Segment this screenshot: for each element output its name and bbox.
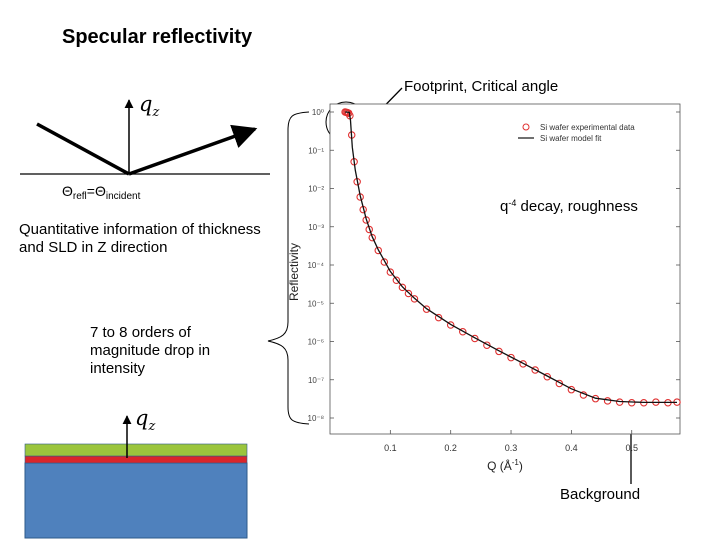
substrate-layer bbox=[24, 462, 248, 539]
data-point bbox=[627, 399, 636, 407]
fit-series bbox=[345, 111, 677, 404]
x-tick-label: 0.3 bbox=[505, 443, 518, 453]
plot-frame bbox=[329, 103, 681, 435]
orders-brace bbox=[267, 111, 310, 425]
background-label: Background bbox=[560, 486, 641, 503]
legend-label-data: Si wafer experimental data bbox=[540, 123, 635, 132]
y-tick-label: 10⁻⁴ bbox=[307, 261, 324, 270]
fit-line bbox=[345, 111, 677, 404]
y-axis-label: Reflectivity bbox=[287, 243, 301, 301]
y-tick-label: 10⁻⁸ bbox=[308, 414, 325, 423]
data-point bbox=[392, 276, 401, 284]
legend: Si wafer experimental data Si wafer mode… bbox=[518, 123, 635, 143]
data-point bbox=[531, 366, 539, 374]
y-tick-label: 10⁻³ bbox=[308, 223, 324, 232]
data-point bbox=[368, 233, 376, 242]
y-tick-label: 10⁻⁵ bbox=[308, 299, 324, 308]
y-axis: 10⁰ 10⁻¹ 10⁻² 10⁻³ 10⁻⁴ 10⁻⁵ 10⁻⁶ 10⁻⁷ 10⁻⁸ bbox=[307, 108, 680, 423]
data-point bbox=[446, 321, 455, 329]
x-tick-label: 0.1 bbox=[384, 443, 397, 453]
y-tick-label: 10⁰ bbox=[312, 108, 324, 117]
x-tick-label: 0.5 bbox=[625, 443, 638, 453]
theta-relation: Θrefl=Θincident bbox=[62, 183, 141, 202]
data-point bbox=[398, 283, 407, 292]
y-tick-label: 10⁻¹ bbox=[308, 146, 324, 155]
data-point bbox=[380, 258, 389, 266]
x-tick-label: 0.2 bbox=[444, 443, 457, 453]
data-point bbox=[507, 353, 515, 362]
y-tick-label: 10⁻² bbox=[308, 185, 324, 194]
data-point bbox=[519, 360, 527, 368]
green-layer bbox=[24, 443, 248, 457]
orders-drop-text: 7 to 8 orders of magnitude drop in inten… bbox=[90, 324, 211, 377]
footprint-label: Footprint, Critical angle bbox=[404, 78, 559, 95]
x-tick-label: 0.4 bbox=[565, 443, 578, 453]
x-axis-label: Q (Å-1) bbox=[487, 458, 523, 473]
incident-beam bbox=[36, 122, 130, 176]
x-axis: 0.1 0.2 0.3 0.4 0.5 bbox=[384, 430, 638, 453]
quantitative-info-text: Quantitative information of thickness an… bbox=[19, 221, 261, 256]
data-point bbox=[404, 289, 413, 298]
qz-label-layers: qz bbox=[135, 406, 156, 435]
y-tick-label: 10⁻⁶ bbox=[308, 338, 324, 347]
data-point bbox=[471, 334, 479, 343]
data-point bbox=[543, 372, 551, 381]
data-point bbox=[434, 313, 443, 322]
data-point bbox=[495, 347, 503, 356]
decay-label: q-4 decay, roughness bbox=[500, 198, 638, 215]
data-point bbox=[483, 341, 491, 349]
data-point bbox=[410, 295, 419, 303]
y-tick-label: 10⁻⁷ bbox=[308, 376, 324, 385]
data-point bbox=[459, 327, 467, 336]
data-point bbox=[422, 305, 431, 313]
data-point bbox=[374, 246, 383, 255]
legend-marker-data bbox=[522, 123, 530, 131]
reflected-beam bbox=[128, 124, 258, 176]
qz-label: qz bbox=[139, 92, 160, 121]
legend-label-fit: Si wafer model fit bbox=[540, 134, 602, 143]
data-point bbox=[386, 268, 395, 276]
page-title: Specular reflectivity bbox=[62, 26, 253, 48]
